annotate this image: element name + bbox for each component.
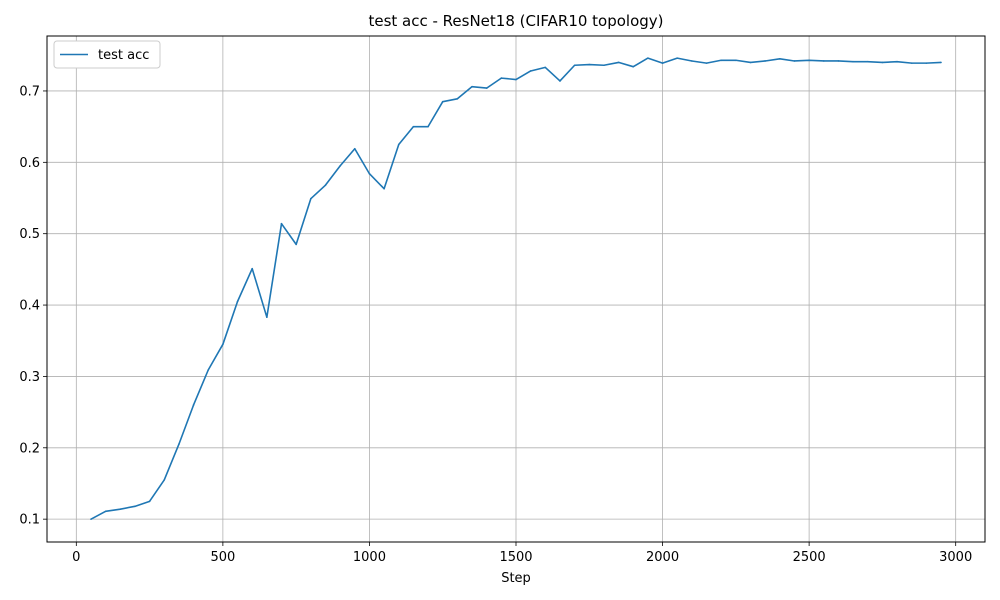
y-axis: 0.1 0.2 0.3 0.4 0.5 0.6 0.7 xyxy=(19,84,47,528)
data-point xyxy=(339,165,341,167)
y-tick-label: 0.7 xyxy=(19,84,40,99)
data-point xyxy=(310,197,312,200)
x-axis-label: Step xyxy=(501,571,531,586)
series-layer xyxy=(90,57,942,520)
data-point xyxy=(837,60,840,62)
y-tick-label: 0.3 xyxy=(19,370,40,385)
data-point xyxy=(222,343,224,346)
x-tick-label: 500 xyxy=(210,550,235,565)
y-tick-label: 0.2 xyxy=(19,441,40,456)
data-point xyxy=(529,70,532,72)
data-point xyxy=(676,57,679,59)
data-point xyxy=(427,125,429,128)
data-point xyxy=(940,61,942,64)
data-point xyxy=(383,187,385,190)
data-point xyxy=(412,125,415,128)
data-point xyxy=(104,510,107,513)
data-point xyxy=(178,443,180,446)
data-point xyxy=(485,87,488,89)
data-point xyxy=(632,65,635,68)
data-point xyxy=(134,505,136,508)
data-point xyxy=(910,62,913,64)
data-point xyxy=(353,147,356,150)
data-point xyxy=(808,59,810,62)
x-tick-label: 3000 xyxy=(939,550,972,565)
x-tick-label: 1500 xyxy=(499,550,532,565)
x-tick-label: 2000 xyxy=(646,550,679,565)
data-point xyxy=(925,62,928,64)
data-point xyxy=(764,60,766,62)
x-tick-label: 0 xyxy=(72,550,80,565)
grid xyxy=(47,36,985,542)
data-point xyxy=(573,64,576,67)
data-point xyxy=(735,59,737,62)
x-tick-label: 2500 xyxy=(793,550,826,565)
data-point xyxy=(119,508,122,510)
y-tick-label: 0.4 xyxy=(19,299,40,314)
data-point xyxy=(500,77,503,79)
data-point xyxy=(441,100,444,103)
data-point xyxy=(691,60,693,62)
data-point xyxy=(705,62,708,64)
data-point xyxy=(881,61,884,64)
data-point xyxy=(236,300,239,303)
data-point xyxy=(749,61,752,64)
data-point xyxy=(896,60,898,63)
legend-box xyxy=(53,40,161,69)
data-point xyxy=(822,60,825,62)
legend: test acc xyxy=(53,40,161,69)
data-point xyxy=(207,369,210,371)
data-point xyxy=(793,60,796,62)
data-point xyxy=(544,66,547,69)
data-point xyxy=(720,59,722,62)
data-point xyxy=(559,80,561,82)
data-point xyxy=(617,61,620,64)
data-point xyxy=(266,316,268,318)
data-point xyxy=(779,58,781,60)
data-point xyxy=(295,243,297,246)
data-point xyxy=(647,57,649,59)
data-point xyxy=(588,63,591,66)
data-point xyxy=(90,518,92,520)
data-point xyxy=(397,143,400,146)
data-point xyxy=(251,267,253,270)
data-point xyxy=(603,64,605,67)
y-tick-label: 0.1 xyxy=(19,513,40,528)
x-tick-label: 1000 xyxy=(353,550,386,565)
data-point xyxy=(661,62,664,64)
data-point xyxy=(368,172,371,175)
data-point xyxy=(280,222,283,225)
data-point xyxy=(163,479,166,481)
data-point xyxy=(148,500,151,503)
chart-title: test acc - ResNet18 (CIFAR10 topology) xyxy=(368,12,663,30)
data-point xyxy=(866,60,869,63)
y-tick-label: 0.6 xyxy=(19,156,40,171)
data-point xyxy=(456,98,459,100)
data-point xyxy=(515,78,517,81)
data-point xyxy=(324,184,327,186)
x-axis: 0 500 1000 1500 2000 2500 3000 xyxy=(72,542,972,565)
data-point xyxy=(192,404,195,406)
data-point xyxy=(471,85,473,88)
data-point xyxy=(852,60,854,63)
legend-label-test-acc: test acc xyxy=(98,48,149,63)
y-tick-label: 0.5 xyxy=(19,227,40,242)
